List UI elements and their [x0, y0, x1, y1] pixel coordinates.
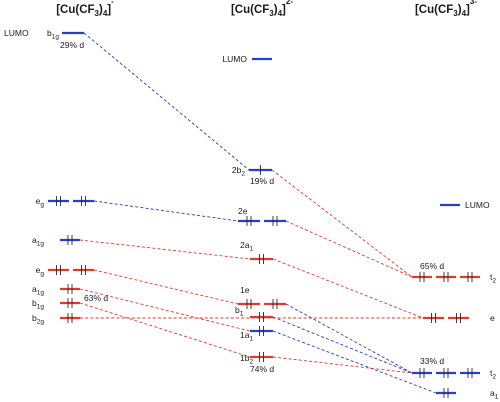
level-L_b2g: b2g [32, 313, 80, 326]
symmetry-label: 1a1 [240, 330, 253, 343]
symmetry-label: 1b2 [240, 353, 253, 366]
symmetry-label: eg [36, 196, 45, 209]
column-title-2: [Cu(CF3)4]2- [231, 0, 293, 18]
symmetry-label: eg [36, 265, 45, 278]
level-M_lumo: LUMO [222, 54, 272, 64]
symmetry-label: 2a1 [240, 240, 253, 253]
column-title-3: [Cu(CF3)4]3- [415, 0, 477, 18]
correlation-M_1a1-R_a1 [272, 330, 437, 394]
level-R_e: e [423, 313, 495, 323]
column-title-1: [Cu(CF3)4]- [56, 0, 114, 18]
level-L_eg1: eg [36, 196, 94, 209]
symmetry-label: b2g [32, 313, 44, 326]
correlation-L_eg1-M_2e [93, 200, 239, 222]
level-R_a1: a1 [436, 388, 499, 401]
correlation-L_a1g2-M_1a1 [79, 288, 251, 332]
level-R_lumo: LUMO [440, 200, 490, 210]
correlation-M_1b2-R_t2b [272, 356, 413, 374]
symmetry-label: t2 [490, 368, 496, 381]
symmetry-label: 1e [240, 285, 250, 295]
level-L_a1g1: a1g [32, 235, 80, 248]
d-character-note: 74% d [250, 364, 274, 374]
level-L_a1g2: a1g [32, 284, 80, 297]
level-L_b1g2: b1g 63% d [32, 293, 108, 311]
level-R_t2a: t2 65% d [412, 261, 496, 285]
symmetry-label: LUMO [465, 200, 490, 210]
level-R_t2b: t2 33% d [412, 356, 496, 381]
correlation-L_b1g-M_2b2 [83, 32, 250, 171]
symmetry-label: b1 [235, 305, 244, 318]
symmetry-label: 2b2 [232, 165, 245, 178]
d-character-note: 65% d [420, 261, 444, 271]
level-M_2b2: 2b2 19% d [232, 165, 274, 186]
level-M_2a1: 2a1 [240, 240, 273, 264]
correlation-L_a1g1-M_2a1 [79, 239, 251, 260]
lumo-label: LUMO [4, 28, 29, 38]
correlation-M_1e-R_t2b [285, 303, 413, 374]
level-M_1a1: 1a1 [240, 326, 273, 343]
symmetry-label: 2e [238, 206, 248, 216]
d-character-note: 33% d [420, 356, 444, 366]
level-M_b1: b1 [235, 305, 273, 322]
symmetry-label: LUMO [222, 54, 247, 64]
symmetry-label: b1g [47, 28, 59, 41]
symmetry-label: t2 [490, 272, 496, 285]
correlation-L_b1g2-M_1b2 [79, 302, 251, 358]
correlation-L_eg2-M_1e [93, 269, 239, 305]
symmetry-label: b1g [32, 298, 44, 311]
symmetry-label: a1g [32, 235, 44, 248]
level-L_eg2: eg [36, 265, 94, 278]
symmetry-label: a1 [490, 388, 499, 401]
level-M_1e: 1e [238, 285, 286, 309]
symmetry-label: a1g [32, 284, 44, 297]
correlation-M_2e-R_t2a [285, 220, 413, 278]
symmetry-label: e [490, 313, 495, 323]
correlation-M_b1-R_t2b [272, 316, 413, 374]
d-character-note: 63% d [84, 293, 108, 303]
d-character-note: 19% d [250, 176, 274, 186]
d-character-note: 29% d [60, 40, 84, 50]
correlation-M_2a1-R_e [272, 258, 424, 319]
correlation-M_2b2-R_t2a [271, 169, 413, 278]
level-M_2e: 2e [238, 206, 286, 226]
